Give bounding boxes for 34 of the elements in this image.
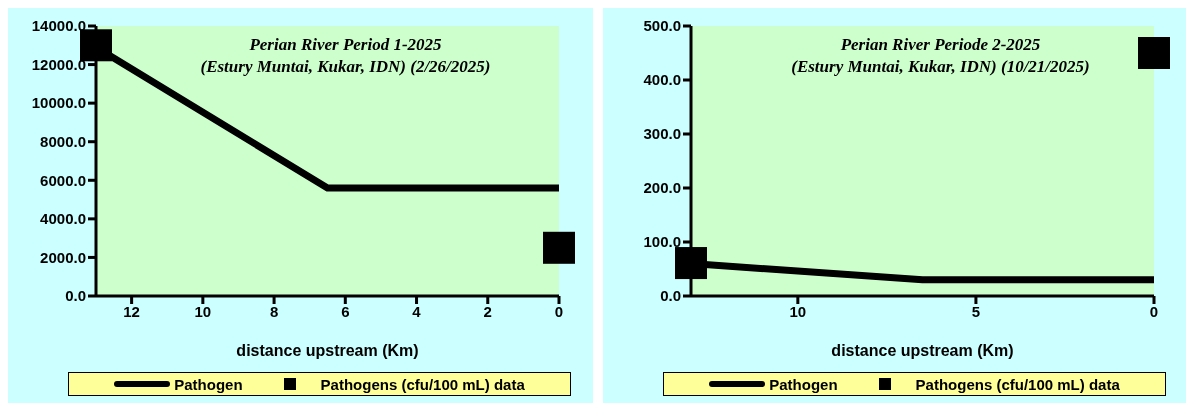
x-tick-label: 12	[123, 302, 140, 320]
x-tick-label: 0	[554, 302, 564, 320]
x-tick-label: 0	[1149, 302, 1159, 320]
y-tick-label: 8000.0	[40, 133, 86, 151]
y-tick-label: 500.0	[643, 17, 681, 35]
legend-label: Pathogen	[174, 375, 243, 393]
x-axis-title: distance upstream (Km)	[831, 342, 1014, 359]
text: Perian River Period 1-2025	[248, 34, 443, 56]
y-tick-label: 10000.0	[31, 94, 86, 112]
x-tick-label: 10	[789, 302, 807, 320]
y-tick-label: 4000.0	[40, 210, 86, 228]
y-tick-label: 12000.0	[31, 55, 86, 73]
x-tick-label: 5	[971, 302, 981, 320]
legend-label: Pathogens (cfu/100 mL) data	[320, 375, 525, 393]
x-tick-label: 2	[483, 302, 492, 320]
x-tick-label: 10	[194, 302, 212, 320]
text: Perian River Periode 2-2025	[839, 34, 1042, 56]
x-tick-label: 4	[412, 302, 422, 320]
y-tick-label: 6000.0	[40, 171, 86, 189]
legend-label: Pathogen	[769, 375, 838, 393]
y-tick-label: 0.0	[660, 287, 681, 305]
text: (Estury Muntai, Kukar, IDN) (2/26/2025)	[199, 56, 492, 78]
y-tick-label: 200.0	[643, 179, 681, 197]
y-tick-label: 2000.0	[40, 248, 86, 266]
y-tick-label: 400.0	[643, 71, 681, 89]
y-tick-label: 100.0	[643, 233, 681, 251]
text: (Estury Muntai, Kukar, IDN) (10/21/2025)	[790, 56, 1091, 78]
x-axis-title: distance upstream (Km)	[236, 342, 419, 359]
legend-label: Pathogens (cfu/100 mL) data	[915, 375, 1120, 393]
y-tick-label: 300.0	[643, 125, 681, 143]
y-tick-label: 0.0	[65, 287, 86, 305]
y-tick-label: 14000.0	[31, 17, 86, 35]
x-tick-label: 6	[341, 302, 350, 320]
x-tick-label: 8	[269, 302, 279, 320]
